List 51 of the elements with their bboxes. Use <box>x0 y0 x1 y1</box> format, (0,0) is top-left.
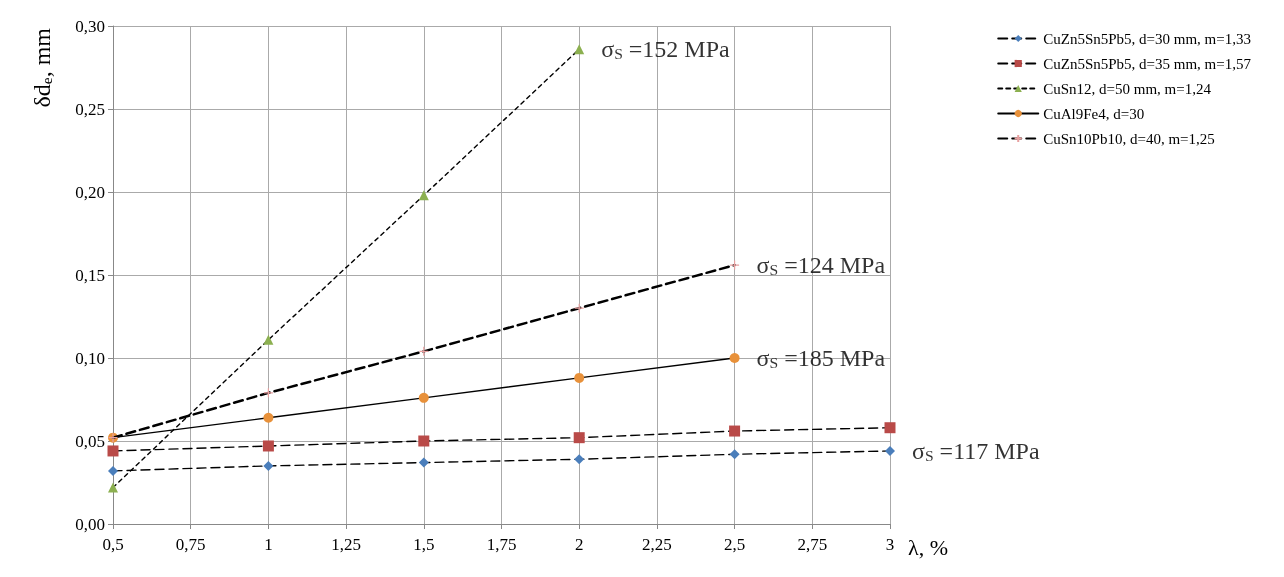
legend-label: CuSn12, d=50 mm, m=1,24 <box>1043 80 1212 97</box>
point <box>885 445 895 456</box>
annotation: σS =117 MPa <box>912 437 1040 464</box>
point <box>729 425 741 437</box>
x-tick-label: 2,75 <box>797 535 828 554</box>
x-tick-label: 3 <box>885 535 895 554</box>
point <box>108 465 118 476</box>
y-tick-label: 0,15 <box>75 265 105 285</box>
point <box>418 392 429 403</box>
y-tick-label: 0,20 <box>75 182 105 202</box>
point <box>262 440 274 452</box>
annotation: σS =124 MPa <box>756 252 886 279</box>
point <box>418 457 429 468</box>
legend-label: CuAl9Fe4, d=30 <box>1043 105 1145 122</box>
point <box>729 449 740 460</box>
legend-label: CuZn5Sn5Pb5, d=30 mm, m=1,33 <box>1043 30 1252 47</box>
y-tick-label: 0,00 <box>75 514 105 534</box>
point <box>729 259 740 271</box>
x-axis-title: λ, % <box>908 534 948 560</box>
y-tick-label: 0,30 <box>75 16 105 36</box>
y-axis-title: δde, mm <box>29 27 55 108</box>
point <box>573 432 585 444</box>
point <box>574 454 585 465</box>
x-tick-label: 0,75 <box>175 535 206 554</box>
point <box>263 460 274 471</box>
point <box>263 334 274 345</box>
x-tick-label: 2,5 <box>723 535 746 554</box>
y-tick-label: 0,05 <box>75 431 105 451</box>
legend-label: CuZn5Sn5Pb5, d=35 mm, m=1,57 <box>1043 55 1252 72</box>
point <box>729 353 740 363</box>
y-tick-label: 0,25 <box>75 99 105 119</box>
point <box>418 190 429 201</box>
point <box>574 44 585 55</box>
x-tick-label: 1 <box>264 535 273 554</box>
x-tick-label: 1,25 <box>331 535 361 554</box>
x-tick-label: 1,75 <box>486 535 517 554</box>
x-tick-label: 0,5 <box>102 535 124 554</box>
point <box>263 412 274 423</box>
x-tick-label: 2 <box>574 535 584 554</box>
y-tick-label: 0,10 <box>75 348 105 368</box>
annotation: σS =152 MPa <box>601 36 731 63</box>
point <box>418 435 430 447</box>
point <box>108 482 118 493</box>
point <box>263 387 274 398</box>
legend-label: CuSn10Pb10, d=40, m=1,25 <box>1043 130 1215 147</box>
point <box>884 422 896 434</box>
point <box>574 372 585 383</box>
x-tick-label: 2,25 <box>642 535 672 554</box>
point <box>107 445 119 457</box>
annotation: σS =185 MPa <box>756 345 886 371</box>
x-tick-label: 1,5 <box>413 535 435 554</box>
